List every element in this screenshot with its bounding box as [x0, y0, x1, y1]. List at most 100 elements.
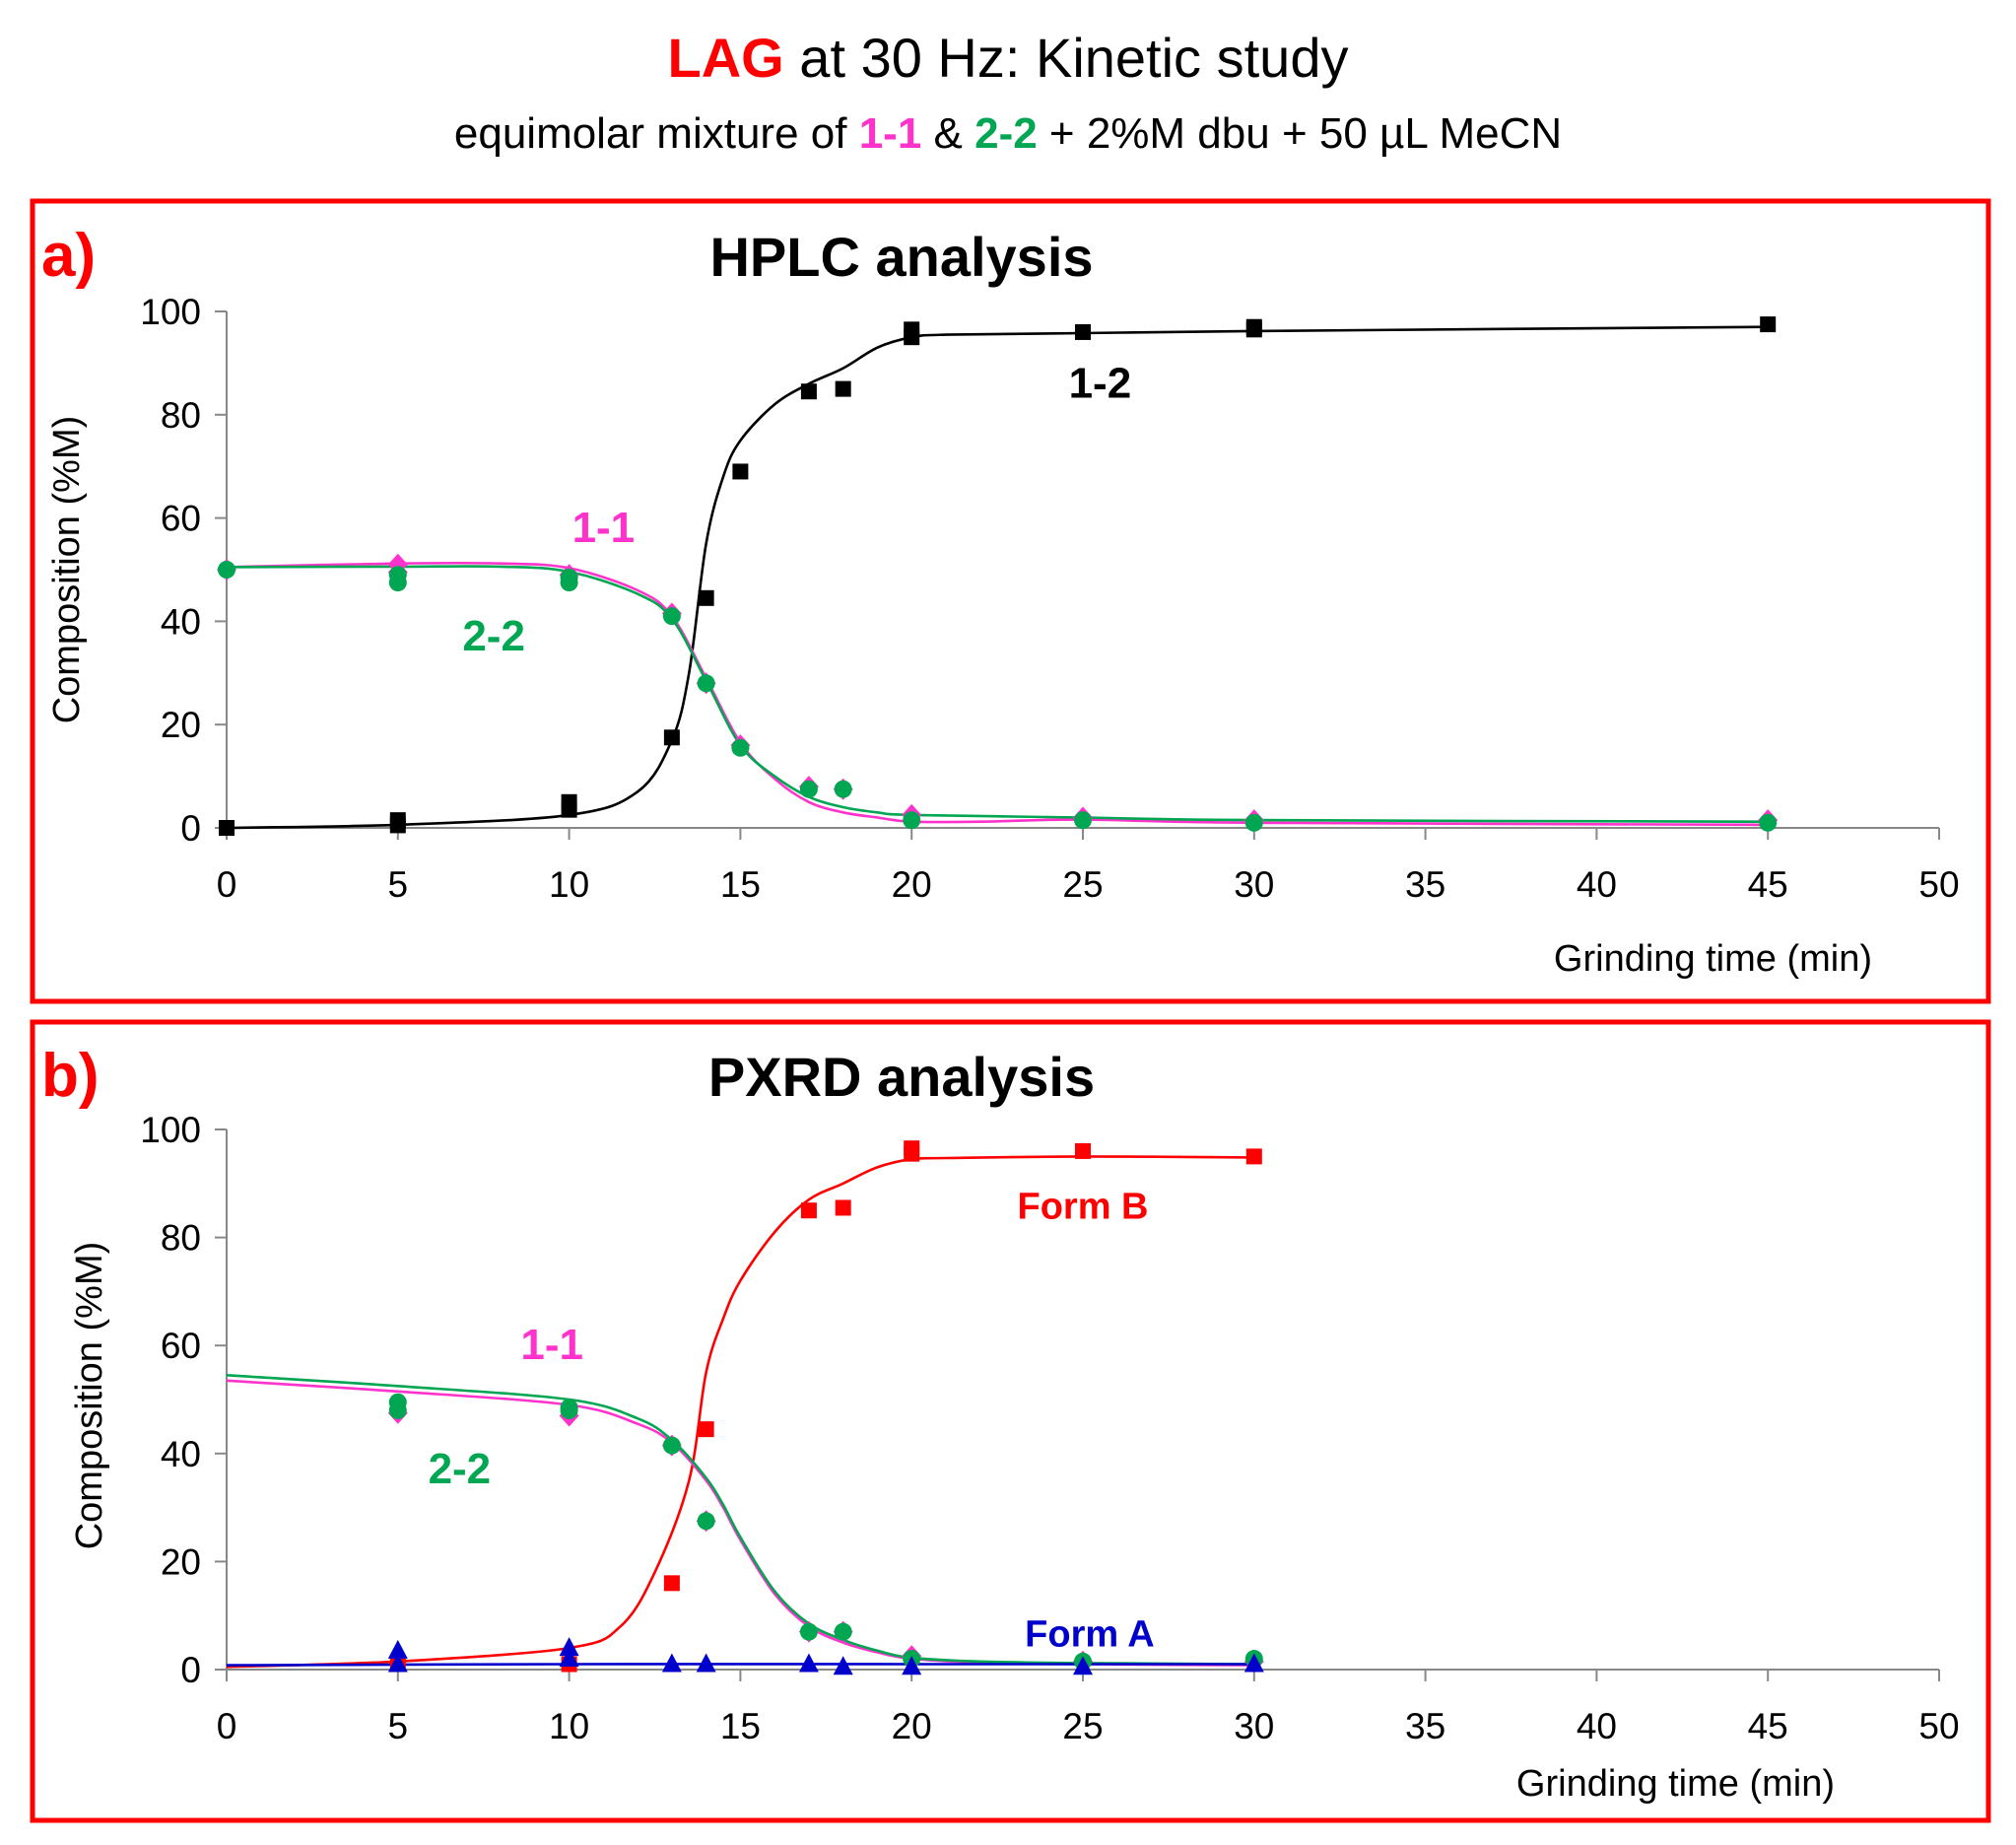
panel-b-point-form-a	[1073, 1656, 1093, 1675]
panel-b-point-form-a	[798, 1653, 819, 1673]
panel-b-point-form-b	[1075, 1142, 1091, 1159]
panel-a-label: a)	[41, 222, 96, 290]
panel-b-point-form-b	[904, 1140, 920, 1157]
panel-a-x-tick-label: 50	[1918, 864, 1959, 905]
panel-a-y-tick-label: 60	[161, 499, 201, 539]
panel-b-y-tick-label: 40	[161, 1434, 201, 1474]
panel-a-frame	[30, 198, 1991, 1004]
panel-b-x-tick-label: 15	[720, 1706, 761, 1746]
panel-b-y-tick-label: 0	[180, 1650, 201, 1690]
panel-b-point-2-2	[834, 1622, 852, 1641]
panel-b-y-tick-label: 60	[161, 1326, 201, 1366]
panel-a-x-tick-label: 0	[217, 864, 237, 905]
subtitle-part-1: 1-1	[859, 109, 922, 158]
panel-b-y-tick-label: 20	[161, 1541, 201, 1582]
panel-a-point-2-2	[903, 811, 921, 830]
panel-a-x-tick-label: 30	[1234, 864, 1274, 905]
panel-b-point-form-a	[387, 1639, 408, 1659]
panel-a-point-2-2	[662, 607, 681, 626]
panel-a-x-tick-label: 35	[1405, 864, 1445, 905]
panel-b-point-form-b	[698, 1421, 714, 1438]
panel-a-point-2-2	[388, 566, 407, 584]
panel-b-point-form-a	[387, 1653, 408, 1673]
panel-b-point-2-2	[799, 1622, 818, 1641]
panel-a-point-2-2	[1074, 811, 1092, 830]
panel-b-point-2-2	[560, 1399, 578, 1417]
figure-subtitle: equimolar mixture of 1-1 & 2-2 + 2%M dbu…	[454, 109, 1562, 158]
panel-b-point-form-a	[833, 1656, 853, 1675]
panel-b-x-tick-label: 35	[1405, 1706, 1445, 1746]
panel-b-point-2-2	[662, 1436, 681, 1455]
panel-b-series-label: Form A	[1025, 1614, 1155, 1656]
title-rest: at 30 Hz: Kinetic study	[784, 27, 1349, 89]
panel-b-label: b)	[41, 1042, 100, 1110]
panel-a-point-1-2	[389, 812, 406, 829]
panel-a-point-2-2	[731, 738, 750, 757]
panel-b-curve-form-b	[226, 1155, 1254, 1669]
panel-a-point-2-2	[218, 561, 235, 579]
panel-a-point-1-2	[1760, 316, 1777, 333]
panel-a-point-2-2	[1759, 813, 1778, 832]
panel-b-point-form-a	[902, 1656, 922, 1675]
panel-a-point-2-2	[697, 674, 715, 693]
panel-a-point-2-2	[799, 780, 818, 798]
panel-a-point-1-2	[663, 729, 680, 746]
panel-a-x-tick-label: 40	[1577, 864, 1617, 905]
panel-a-point-2-2	[560, 568, 578, 586]
panel-a-hplc: a) HPLC analysis Composition (%M) Grindi…	[30, 198, 1991, 1004]
panel-b-x-tick-label: 5	[388, 1706, 409, 1746]
panel-a-x-tick-label: 45	[1748, 864, 1788, 905]
panel-a-series-label: 1-1	[572, 504, 636, 552]
panel-b-x-tick-label: 30	[1234, 1706, 1274, 1746]
panel-b-series-label: 1-1	[520, 1321, 583, 1369]
panel-b-series-label: Form B	[1018, 1187, 1149, 1228]
subtitle-part-0: equimolar mixture of	[454, 109, 859, 158]
panel-a-point-1-2	[698, 589, 714, 606]
panel-a-curve-1-1	[226, 561, 1769, 827]
panel-a-x-tick-label: 5	[388, 864, 409, 905]
panel-a-point-1-2	[904, 321, 920, 338]
panel-b-plot: 0 20 40 60 80 100 0 5 10 15 20 25 30 35 40 45 50 Form B 1-…	[140, 1110, 1959, 1746]
panel-a-y-tick-label: 20	[161, 705, 201, 745]
panel-b-point-form-b	[800, 1202, 817, 1219]
panel-a-y-tick-label: 100	[140, 292, 201, 332]
panel-a-curve-1-2	[226, 325, 1769, 830]
panel-a-x-tick-label: 15	[720, 864, 761, 905]
panel-a-title: HPLC analysis	[709, 226, 1093, 288]
panel-a-plot: 0 20 40 60 80 100 0 5 10 15 20 25 30 35 40 45 50 1-2 1-1 2-…	[140, 292, 1959, 905]
subtitle-part-2: &	[921, 109, 974, 158]
panel-b-point-form-b	[835, 1199, 851, 1216]
panel-b-frame	[30, 1019, 1991, 1823]
panel-b-ylabel: Composition (%M)	[69, 1242, 110, 1550]
panel-a-point-1-2	[561, 793, 577, 810]
panel-b-point-form-b	[663, 1575, 680, 1592]
panel-a-curve-2-2	[226, 565, 1769, 823]
panel-b-x-tick-label: 25	[1062, 1706, 1103, 1746]
figure-header: LAG at 30 Hz: Kinetic study equimolar mi…	[454, 27, 1562, 158]
panel-b-point-2-2	[388, 1393, 407, 1411]
panel-a-y-tick-label: 80	[161, 395, 201, 436]
title-highlight: LAG	[668, 27, 784, 89]
panel-a-x-tick-label: 20	[892, 864, 932, 905]
panel-a-series-label: 1-2	[1069, 359, 1132, 407]
panel-a-ylabel: Composition (%M)	[46, 416, 88, 724]
panel-b-pxrd: b) PXRD analysis Composition (%M) Grindi…	[30, 1019, 1991, 1823]
panel-b-x-tick-label: 45	[1748, 1706, 1788, 1746]
panel-b-x-tick-label: 50	[1918, 1706, 1959, 1746]
panel-a-point-1-2	[835, 380, 851, 397]
panel-a-x-tick-label: 10	[549, 864, 589, 905]
panel-b-point-form-a	[559, 1648, 579, 1668]
panel-b-point-form-a	[696, 1653, 716, 1673]
panel-a-point-2-2	[834, 780, 852, 798]
panel-a-series-label: 2-2	[462, 612, 525, 660]
panel-b-x-tick-label: 40	[1577, 1706, 1617, 1746]
panel-b-point-form-a	[661, 1653, 682, 1673]
panel-a-point-1-2	[1245, 318, 1262, 335]
figure-title: LAG at 30 Hz: Kinetic study	[668, 27, 1349, 89]
panel-b-title: PXRD analysis	[708, 1046, 1095, 1108]
panel-b-x-tick-label: 0	[217, 1706, 237, 1746]
panel-b-y-tick-label: 100	[140, 1110, 201, 1150]
panel-b-x-tick-label: 20	[892, 1706, 932, 1746]
panel-b-y-tick-label: 80	[161, 1218, 201, 1259]
panel-b-point-form-b	[1245, 1148, 1262, 1165]
